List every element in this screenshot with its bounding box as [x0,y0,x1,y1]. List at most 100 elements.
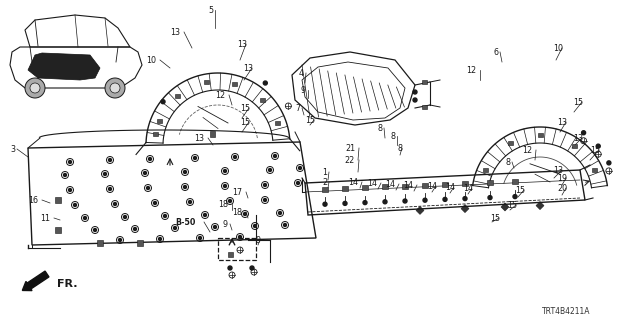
Bar [227,252,232,257]
Text: 18: 18 [232,207,242,217]
Bar [232,82,237,86]
Circle shape [173,227,177,229]
Circle shape [189,201,191,204]
Text: 8: 8 [505,157,510,166]
Text: 8: 8 [377,124,382,132]
Bar [342,186,348,191]
Bar [153,132,158,136]
Circle shape [154,202,157,204]
Text: 14: 14 [445,182,455,191]
Circle shape [93,228,97,231]
Circle shape [243,212,246,215]
Circle shape [214,226,216,228]
Circle shape [582,131,586,135]
Circle shape [148,157,152,161]
Circle shape [234,156,237,158]
Text: 7: 7 [295,103,300,113]
Bar [209,132,214,138]
Bar [362,185,368,190]
Bar [422,105,426,109]
Circle shape [423,198,427,202]
Polygon shape [536,202,544,210]
FancyArrow shape [22,271,49,291]
Text: 8: 8 [397,143,403,153]
Circle shape [109,158,111,162]
Circle shape [298,166,301,170]
Text: 19: 19 [557,173,567,182]
Text: 13: 13 [170,28,180,36]
Circle shape [198,236,202,239]
Bar [322,187,328,192]
Circle shape [118,238,122,242]
Bar [402,183,408,188]
Text: 9: 9 [301,85,306,94]
Circle shape [273,155,276,157]
Bar [538,133,543,137]
Circle shape [383,200,387,204]
Text: 2: 2 [322,178,327,187]
Bar [204,80,209,84]
Circle shape [104,172,106,175]
Bar [97,240,103,246]
Bar [487,180,493,185]
Text: 21: 21 [345,143,355,153]
Text: 11: 11 [40,213,50,222]
Text: 13: 13 [194,133,204,142]
Text: TRT4B4211A: TRT4B4211A [541,308,590,316]
Polygon shape [501,203,509,211]
Circle shape [184,171,186,173]
Bar [55,197,61,203]
Circle shape [596,144,600,148]
Text: 10: 10 [553,44,563,52]
Circle shape [264,183,266,187]
Circle shape [109,188,111,190]
Bar [175,94,180,98]
Bar [422,80,426,84]
Bar [218,238,256,260]
Circle shape [343,201,347,205]
Text: 18: 18 [218,199,228,209]
Bar [512,179,518,184]
Bar [422,183,428,188]
Circle shape [228,266,232,270]
Text: 15: 15 [305,116,315,124]
Bar [462,181,468,186]
Text: 15: 15 [240,103,250,113]
Polygon shape [461,204,469,212]
Circle shape [204,213,207,217]
Text: 22: 22 [345,156,355,164]
Circle shape [513,195,517,199]
Circle shape [161,100,165,104]
Text: 8: 8 [390,132,395,140]
Circle shape [143,172,147,174]
Text: 15: 15 [240,117,250,126]
Circle shape [403,199,407,203]
Text: 13: 13 [573,133,583,142]
Bar [137,240,143,246]
Text: 15: 15 [490,213,500,222]
Circle shape [239,236,241,238]
Text: 13: 13 [243,63,253,73]
Circle shape [163,214,166,218]
Circle shape [184,186,186,188]
Text: 1: 1 [322,167,327,177]
Text: 15: 15 [507,201,517,210]
Circle shape [463,196,467,201]
Text: 6: 6 [493,47,498,57]
Text: 3: 3 [10,145,15,154]
Circle shape [68,161,72,164]
Circle shape [413,98,417,102]
Circle shape [228,199,232,203]
Circle shape [250,266,254,270]
Text: 14: 14 [348,178,358,187]
Text: 10: 10 [146,55,156,65]
Bar [442,182,448,187]
Circle shape [30,83,40,93]
Text: 15: 15 [590,146,600,155]
Circle shape [68,188,72,191]
Bar [592,168,597,172]
Circle shape [278,212,282,214]
Bar [483,168,488,172]
Circle shape [63,173,67,177]
Text: 16: 16 [28,196,38,204]
